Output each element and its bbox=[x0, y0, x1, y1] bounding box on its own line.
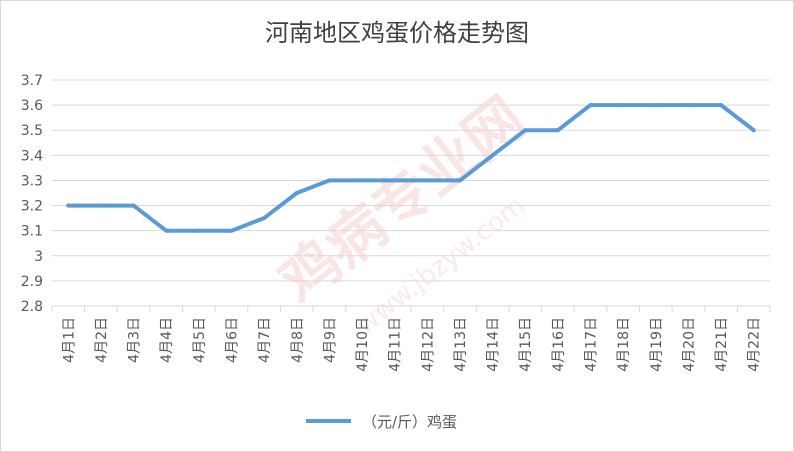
x-tick-label: 4月4日 bbox=[159, 317, 175, 363]
data-point[interactable] bbox=[360, 178, 365, 183]
x-tick-label: 4月11日 bbox=[388, 317, 404, 372]
x-tick-label: 4月15日 bbox=[518, 317, 534, 372]
x-tick-label: 4月3日 bbox=[127, 317, 143, 363]
x-tick-label: 4月18日 bbox=[616, 317, 632, 372]
data-point[interactable] bbox=[653, 103, 658, 108]
x-tick-label: 4月21日 bbox=[714, 317, 730, 372]
x-tick-label: 4月22日 bbox=[747, 317, 763, 372]
x-tick-label: 4月1日 bbox=[61, 317, 77, 363]
x-tick-label: 4月13日 bbox=[453, 317, 469, 372]
data-point[interactable] bbox=[588, 103, 593, 108]
data-point[interactable] bbox=[98, 203, 103, 208]
data-point[interactable] bbox=[490, 153, 495, 158]
data-point[interactable] bbox=[229, 228, 234, 233]
y-tick-label: 3 bbox=[34, 249, 43, 265]
data-point[interactable] bbox=[719, 103, 724, 108]
y-tick-label: 2.9 bbox=[21, 274, 43, 290]
x-axis-ticks: 4月1日 4月2日 4月3日 4月4日 4月5日 4月6日 4月7日 4月8日 4月9日 4月10… bbox=[61, 317, 762, 372]
legend-label: （元/斤）鸡蛋 bbox=[362, 413, 457, 431]
x-tick-label: 4月19日 bbox=[649, 317, 665, 372]
data-point[interactable] bbox=[621, 103, 626, 108]
x-tick-label: 4月5日 bbox=[192, 317, 208, 363]
x-tick-label: 4月14日 bbox=[486, 317, 502, 372]
x-tick-label: 4月10日 bbox=[355, 317, 371, 372]
y-tick-label: 3.6 bbox=[21, 98, 43, 114]
chart-title: 河南地区鸡蛋价格走势图 bbox=[265, 19, 529, 47]
x-tick-label: 4月6日 bbox=[225, 317, 241, 363]
y-tick-label: 3.2 bbox=[21, 199, 43, 215]
data-point[interactable] bbox=[555, 128, 560, 133]
x-tick-label: 4月12日 bbox=[420, 317, 436, 372]
x-tick-label: 4月20日 bbox=[681, 317, 697, 372]
data-point[interactable] bbox=[686, 103, 691, 108]
x-tick-label: 4月9日 bbox=[322, 317, 338, 363]
data-point[interactable] bbox=[131, 203, 136, 208]
y-tick-label: 3.4 bbox=[21, 148, 43, 164]
data-point[interactable] bbox=[523, 128, 528, 133]
data-point[interactable] bbox=[66, 203, 71, 208]
data-point[interactable] bbox=[751, 128, 756, 133]
legend[interactable]: （元/斤）鸡蛋 bbox=[306, 413, 457, 431]
x-tick-label: 4月17日 bbox=[584, 317, 600, 372]
series-layer bbox=[66, 103, 756, 233]
data-point[interactable] bbox=[262, 216, 267, 221]
data-point[interactable] bbox=[457, 178, 462, 183]
x-tick-label: 4月16日 bbox=[551, 317, 567, 372]
x-tick-label: 4月2日 bbox=[94, 317, 110, 363]
y-tick-label: 3.1 bbox=[21, 224, 43, 240]
data-point[interactable] bbox=[425, 178, 430, 183]
series-line[interactable] bbox=[66, 103, 756, 233]
y-axis-ticks: 2.8 2.9 3 3.1 3.2 3.3 3.4 3.5 3.6 3.7 bbox=[21, 73, 43, 315]
x-tick-label: 4月7日 bbox=[257, 317, 273, 363]
data-point[interactable] bbox=[196, 228, 201, 233]
x-tick-label: 4月8日 bbox=[290, 317, 306, 363]
y-tick-label: 2.8 bbox=[21, 299, 43, 315]
data-point[interactable] bbox=[164, 228, 169, 233]
data-point[interactable] bbox=[327, 178, 332, 183]
y-tick-label: 3.5 bbox=[21, 123, 43, 139]
y-tick-label: 3.3 bbox=[21, 173, 43, 189]
y-tick-label: 3.7 bbox=[21, 73, 43, 89]
data-point[interactable] bbox=[294, 191, 299, 195]
data-point[interactable] bbox=[392, 178, 397, 183]
